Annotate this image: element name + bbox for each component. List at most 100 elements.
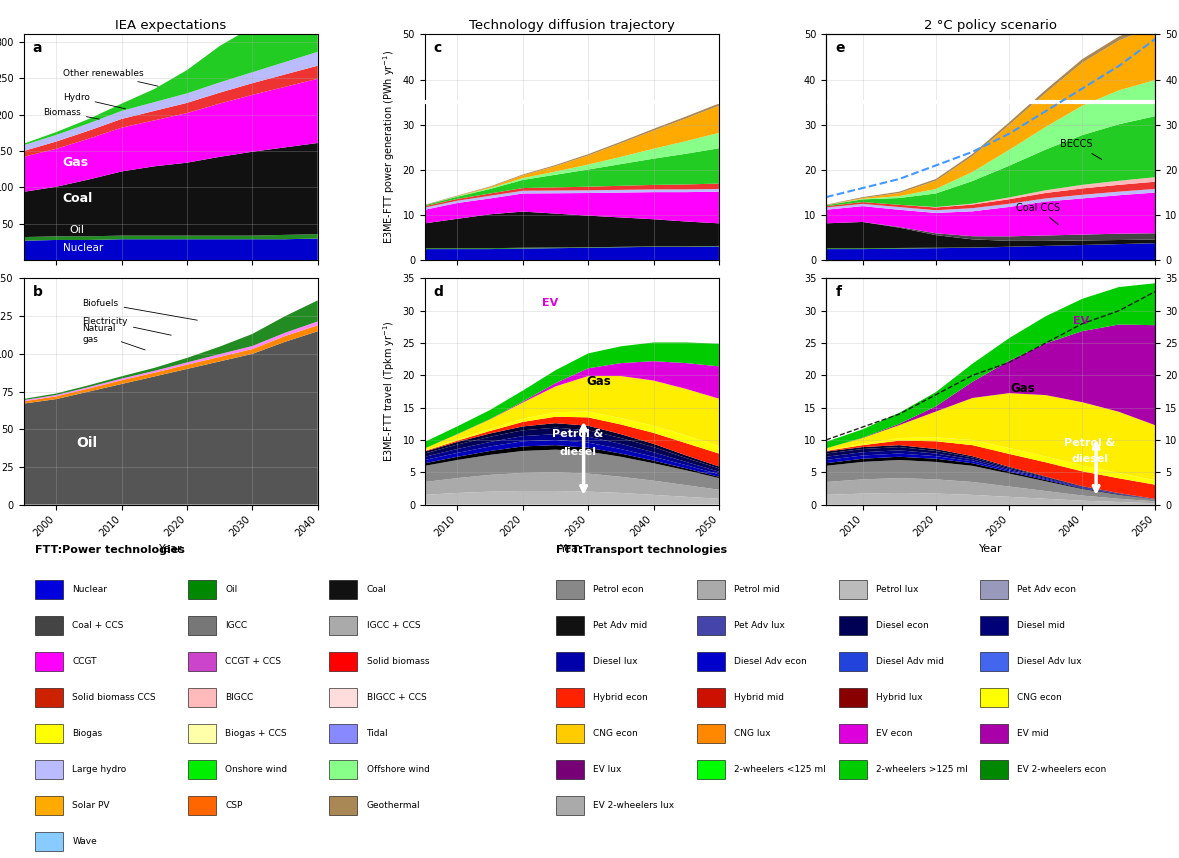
Text: BIGCC + CCS: BIGCC + CCS	[367, 693, 427, 702]
Bar	[838, 652, 867, 671]
Text: Geothermal: Geothermal	[367, 801, 420, 810]
Text: Gas: Gas	[62, 155, 88, 168]
Y-axis label: E3ME-FTT power generation (PWh yr$^{-1}$): E3ME-FTT power generation (PWh yr$^{-1}$…	[381, 51, 397, 245]
Text: Petrol &: Petrol &	[1063, 438, 1115, 448]
Text: d: d	[434, 285, 443, 299]
Text: Petrol mid: Petrol mid	[735, 584, 780, 594]
Bar	[980, 724, 1008, 743]
Bar	[329, 688, 357, 707]
Bar	[35, 832, 64, 851]
Text: Biomass: Biomass	[44, 107, 99, 119]
Bar	[35, 724, 64, 743]
Bar	[697, 724, 725, 743]
Bar	[697, 616, 725, 635]
Bar	[329, 580, 357, 599]
Text: Biofuels: Biofuels	[83, 299, 197, 320]
Bar	[187, 688, 216, 707]
Bar	[329, 724, 357, 743]
Text: Coal + CCS: Coal + CCS	[72, 621, 124, 630]
Text: Natural
gas: Natural gas	[83, 324, 145, 350]
Bar	[555, 616, 584, 635]
Text: Hybrid lux: Hybrid lux	[876, 693, 922, 702]
Text: IGCC: IGCC	[225, 621, 248, 630]
Text: Large hydro: Large hydro	[72, 765, 126, 774]
Bar	[329, 652, 357, 671]
Y-axis label: E3ME-FTT travel (Tpkm yr$^{-1}$): E3ME-FTT travel (Tpkm yr$^{-1}$)	[381, 321, 397, 462]
Bar	[35, 796, 64, 815]
X-axis label: Year: Year	[159, 545, 183, 554]
Text: Oil: Oil	[225, 584, 237, 594]
Text: Diesel mid: Diesel mid	[1017, 621, 1066, 630]
Text: Diesel Adv econ: Diesel Adv econ	[735, 657, 808, 666]
Text: Nuclear: Nuclear	[62, 243, 103, 253]
Bar	[35, 688, 64, 707]
Text: Biogas + CCS: Biogas + CCS	[225, 729, 286, 738]
Text: EV 2-wheelers econ: EV 2-wheelers econ	[1017, 765, 1107, 774]
Text: Wave: Wave	[72, 837, 97, 846]
Bar	[555, 652, 584, 671]
Text: a: a	[32, 41, 42, 55]
Text: Offshore wind: Offshore wind	[367, 765, 429, 774]
Text: Diesel Adv mid: Diesel Adv mid	[876, 657, 944, 666]
Bar	[187, 724, 216, 743]
Bar	[838, 724, 867, 743]
Bar	[697, 652, 725, 671]
Title: 2 °C policy scenario: 2 °C policy scenario	[924, 19, 1058, 32]
Bar	[697, 688, 725, 707]
Bar	[980, 580, 1008, 599]
Bar	[329, 796, 357, 815]
Text: e: e	[836, 41, 845, 55]
Bar	[329, 616, 357, 635]
Bar	[838, 760, 867, 779]
Text: EV econ: EV econ	[876, 729, 913, 738]
Text: EV: EV	[1073, 316, 1089, 326]
Text: CNG lux: CNG lux	[735, 729, 771, 738]
Text: diesel: diesel	[559, 447, 597, 456]
Text: EV lux: EV lux	[593, 765, 621, 774]
Bar	[555, 760, 584, 779]
Title: Technology diffusion trajectory: Technology diffusion trajectory	[469, 19, 674, 32]
Bar	[555, 796, 584, 815]
Text: Solar PV: Solar PV	[72, 801, 110, 810]
Text: Hybrid mid: Hybrid mid	[735, 693, 784, 702]
X-axis label: Year: Year	[979, 545, 1002, 554]
Text: Diesel econ: Diesel econ	[876, 621, 929, 630]
Bar	[35, 616, 64, 635]
Bar	[187, 796, 216, 815]
Bar	[555, 724, 584, 743]
Text: Gas: Gas	[1010, 382, 1035, 395]
Text: Tidal: Tidal	[367, 729, 388, 738]
Text: Petrol econ: Petrol econ	[593, 584, 644, 594]
Bar	[980, 688, 1008, 707]
Text: Pet Adv mid: Pet Adv mid	[593, 621, 647, 630]
Text: c: c	[434, 41, 442, 55]
Bar	[187, 760, 216, 779]
Text: CCGT: CCGT	[72, 657, 97, 666]
Text: b: b	[32, 285, 42, 299]
Text: Diesel lux: Diesel lux	[593, 657, 638, 666]
Text: Hydro: Hydro	[62, 93, 125, 109]
Title: IEA expectations: IEA expectations	[116, 19, 226, 32]
Text: Other renewables: Other renewables	[62, 69, 158, 86]
Text: BIGCC: BIGCC	[225, 693, 253, 702]
Bar	[35, 580, 64, 599]
Text: Coal: Coal	[62, 192, 93, 205]
Bar	[838, 580, 867, 599]
Text: f: f	[836, 285, 842, 299]
Text: Diesel Adv lux: Diesel Adv lux	[1017, 657, 1082, 666]
Text: CSP: CSP	[225, 801, 243, 810]
Text: 2-wheelers <125 ml: 2-wheelers <125 ml	[735, 765, 826, 774]
X-axis label: Year: Year	[560, 545, 584, 554]
Bar	[697, 580, 725, 599]
Text: Petrol &: Petrol &	[552, 429, 604, 438]
Text: Hybrid econ: Hybrid econ	[593, 693, 647, 702]
Text: IGCC + CCS: IGCC + CCS	[367, 621, 420, 630]
Text: Gas: Gas	[587, 375, 611, 388]
Text: Oil: Oil	[75, 437, 97, 450]
Bar	[187, 616, 216, 635]
Bar	[329, 760, 357, 779]
Text: CCGT + CCS: CCGT + CCS	[225, 657, 281, 666]
Bar	[555, 580, 584, 599]
Text: Oil: Oil	[70, 226, 85, 235]
Bar	[980, 652, 1008, 671]
